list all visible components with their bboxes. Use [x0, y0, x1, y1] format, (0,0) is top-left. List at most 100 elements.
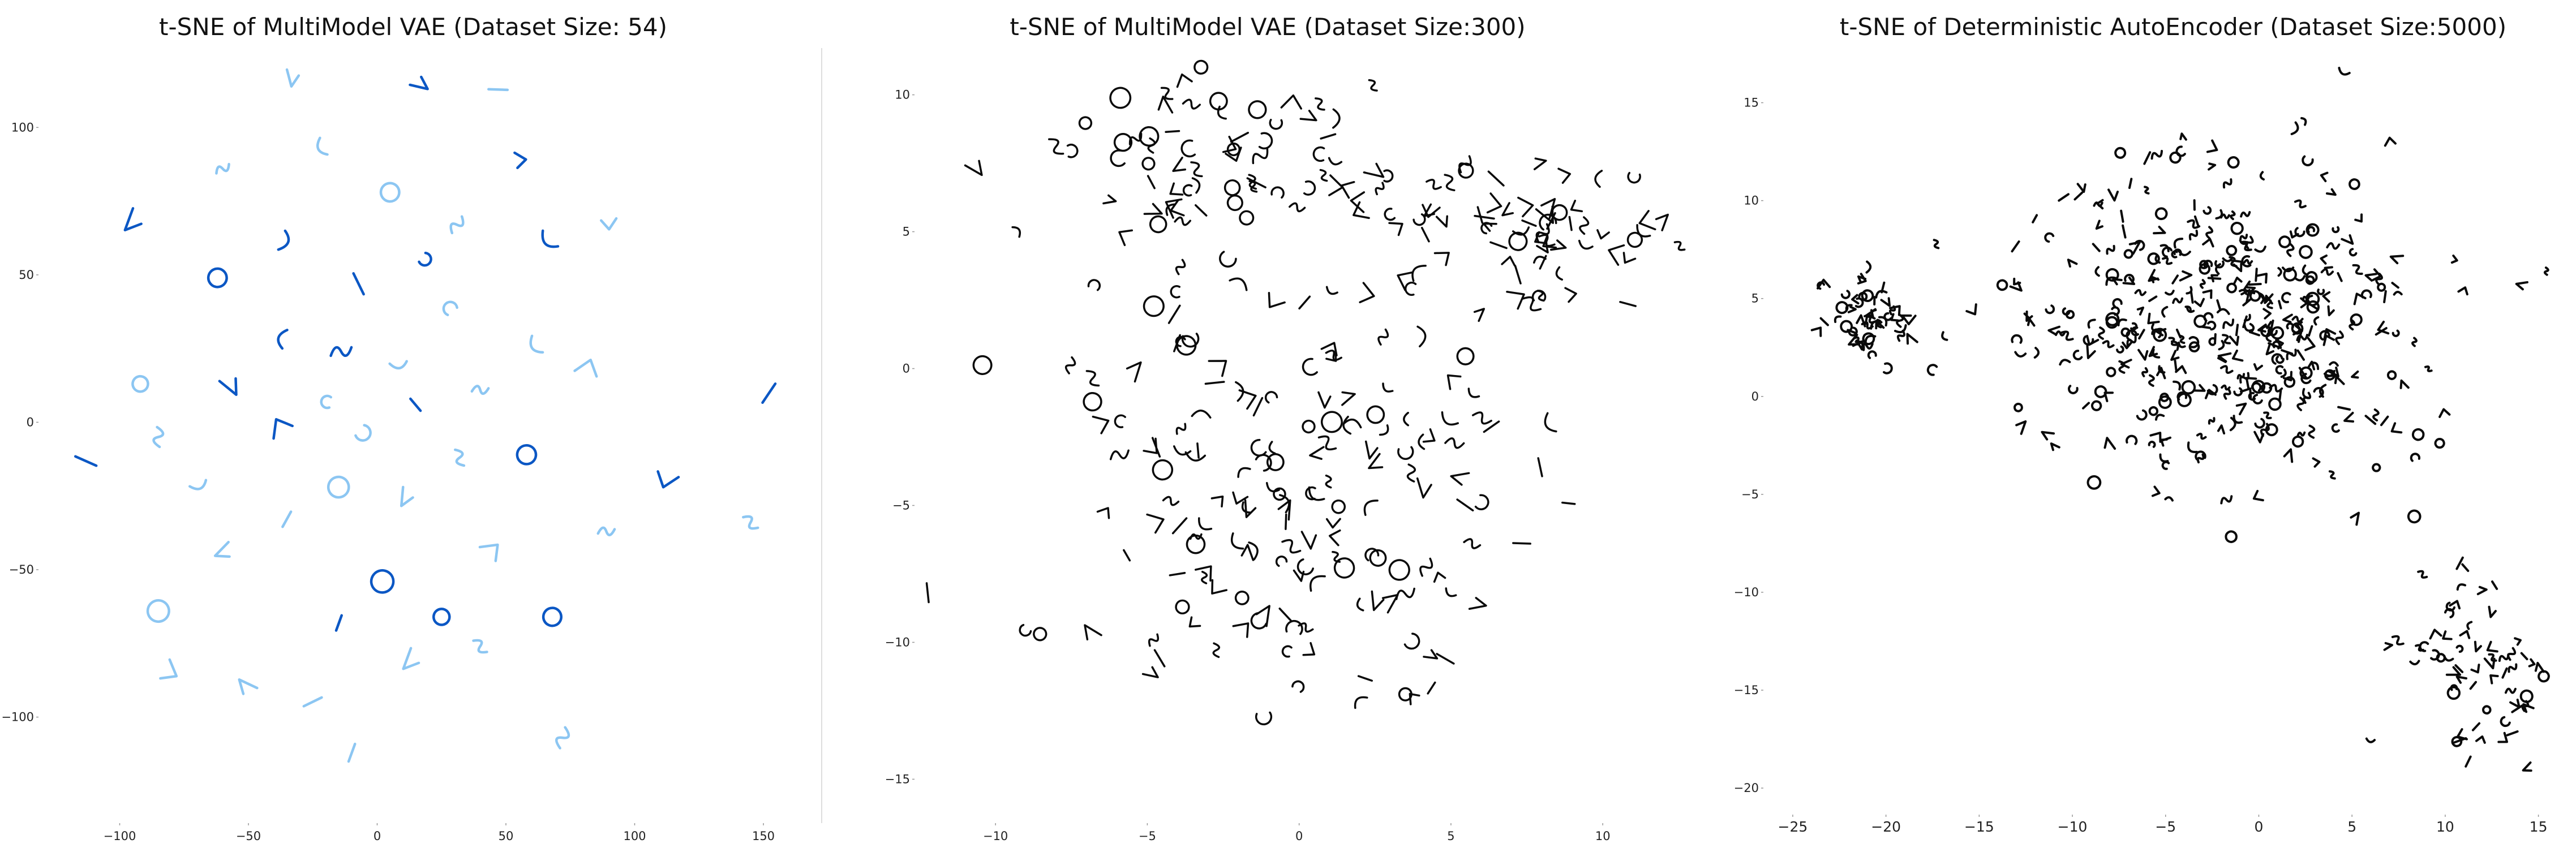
- glyph-point: [2332, 226, 2340, 234]
- glyph-point: [2215, 263, 2222, 275]
- glyph-point: [1291, 680, 1305, 693]
- glyph-point: [1579, 216, 1590, 235]
- glyph-point: [1395, 587, 1415, 600]
- glyph-point: [1315, 97, 1325, 111]
- glyph-point: [2123, 249, 2133, 259]
- glyph-point: [1176, 73, 1193, 88]
- glyph-point: [1303, 180, 1316, 196]
- glyph-point: [2223, 388, 2231, 400]
- glyph-point: [1250, 612, 1268, 630]
- glyph-point: [2326, 366, 2339, 378]
- glyph-point: [2278, 235, 2291, 248]
- y-tick-label: 100: [11, 120, 34, 134]
- glyph-point: [2173, 248, 2182, 256]
- glyph-point: [1404, 281, 1417, 296]
- glyph-point: [2102, 340, 2115, 348]
- glyph-point: [1248, 541, 1259, 561]
- glyph-point: [2294, 199, 2307, 209]
- glyph-point: [1229, 277, 1248, 291]
- glyph-point: [2187, 219, 2201, 229]
- glyph-point: [1173, 445, 1192, 456]
- glyph-point: [2303, 391, 2312, 404]
- glyph-point: [1258, 132, 1273, 150]
- glyph-point: [2252, 489, 2264, 502]
- glyph-point: [2241, 255, 2252, 268]
- glyph-point: [1996, 279, 2008, 291]
- glyph-point: [2112, 278, 2123, 286]
- glyph-point: [1325, 474, 1332, 489]
- glyph-point: [2354, 213, 2363, 223]
- glyph-point: [1382, 382, 1394, 393]
- glyph-point: [1113, 133, 1133, 152]
- glyph-point: [2283, 448, 2294, 463]
- glyph-point: [2240, 211, 2251, 218]
- glyph-point: [2221, 384, 2231, 391]
- glyph-point: [1153, 649, 1166, 668]
- glyph-point: [2240, 289, 2251, 303]
- glyph-point: [2337, 406, 2351, 411]
- glyph-point: [1078, 116, 1093, 130]
- glyph-point: [1239, 210, 1255, 226]
- glyph-point: [2442, 630, 2453, 640]
- glyph-point: [2244, 235, 2254, 249]
- glyph-point: [1083, 391, 1102, 412]
- glyph-point: [2372, 408, 2380, 421]
- glyph-point: [1169, 182, 1184, 196]
- glyph-point: [2230, 222, 2244, 235]
- glyph-point: [2122, 224, 2127, 239]
- glyph-point: [2450, 684, 2458, 691]
- glyph-point: [1268, 441, 1276, 455]
- glyph-point: [2208, 337, 2217, 346]
- glyph-point: [1875, 290, 1888, 299]
- glyph-point: [1170, 199, 1185, 217]
- glyph-point: [2259, 293, 2274, 304]
- glyph-point: [2292, 435, 2304, 448]
- glyph-point: [1302, 419, 1316, 434]
- glyph-point: [2349, 318, 2355, 331]
- glyph-point: [1317, 435, 1337, 451]
- glyph-point: [2068, 385, 2079, 394]
- y-tick-label: −10: [885, 635, 910, 649]
- glyph-point: [2086, 475, 2102, 490]
- glyph-point: [400, 485, 414, 507]
- glyph-point: [2181, 380, 2196, 395]
- glyph-point: [2277, 266, 2282, 277]
- glyph-point: [2351, 370, 2359, 379]
- glyph-point: [1325, 518, 1341, 529]
- glyph-point: [1537, 457, 1543, 477]
- glyph-point: [2409, 660, 2420, 666]
- glyph-point: [2231, 349, 2244, 362]
- glyph-point: [2202, 289, 2213, 299]
- glyph-point: [2386, 370, 2397, 380]
- glyph-point: [2232, 415, 2243, 424]
- glyph-point: [329, 346, 353, 358]
- glyph-point: [487, 88, 509, 92]
- glyph-point: [1555, 266, 1564, 281]
- glyph-point: [2384, 136, 2397, 147]
- glyph-point: [1422, 204, 1441, 218]
- glyph-point: [1810, 326, 1822, 337]
- glyph-point: [1165, 198, 1183, 219]
- glyph-point: [2222, 178, 2232, 189]
- x-tick-label: 50: [499, 829, 514, 843]
- glyph-point: [1848, 326, 1858, 337]
- glyph-point: [1226, 142, 1241, 157]
- glyph-point: [388, 360, 408, 370]
- glyph-point: [513, 151, 527, 170]
- glyph-point: [2170, 340, 2179, 351]
- glyph-point: [1278, 494, 1290, 514]
- glyph-point: [2543, 266, 2549, 276]
- glyph-point: [2305, 271, 2318, 283]
- glyph-point: [1149, 215, 1167, 234]
- glyph-point: [1856, 314, 1866, 328]
- glyph-point: [1406, 463, 1416, 483]
- glyph-point: [2107, 188, 2119, 202]
- glyph-point: [1435, 215, 1449, 228]
- glyph-point: [2302, 294, 2310, 302]
- glyph-point: [2299, 245, 2313, 259]
- y-tick-label: −20: [1734, 781, 1759, 795]
- glyph-point: [2174, 359, 2178, 372]
- glyph-point: [1436, 653, 1455, 665]
- glyph-point: [1341, 391, 1356, 406]
- glyph-point: [2235, 402, 2247, 416]
